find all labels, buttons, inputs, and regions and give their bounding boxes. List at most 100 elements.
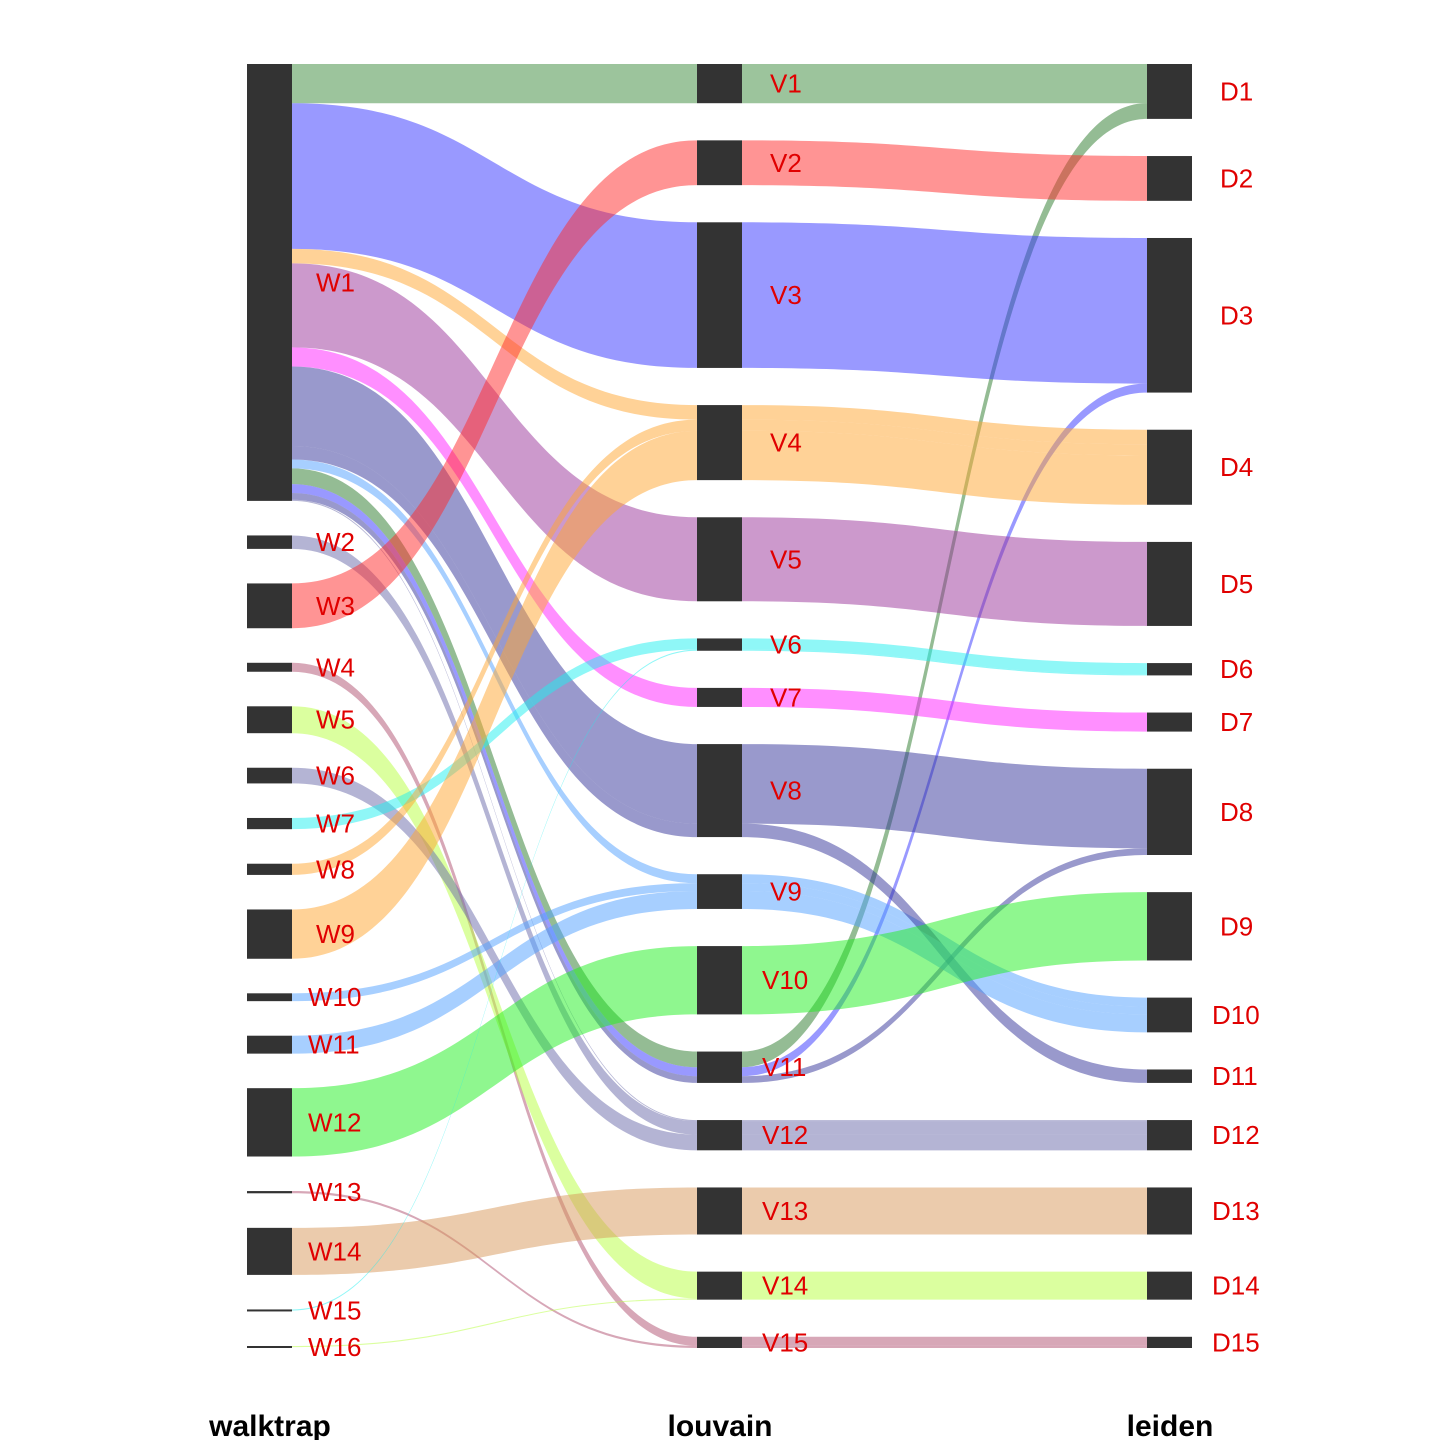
node-V2 — [697, 140, 742, 186]
node-label-D3: D3 — [1220, 300, 1253, 330]
flow-V7-D7 — [742, 687, 1147, 732]
labels-layer: W1 W2 W3 W4 W5 W6 W7 W8 W9 W10 W11 W12 W13 W14 W15 W16 V… — [308, 69, 1260, 1362]
node-D7 — [1147, 712, 1192, 732]
node-W1 — [247, 64, 292, 501]
flows-layer — [292, 64, 1147, 1348]
node-D12 — [1147, 1120, 1192, 1151]
node-label-W13: W13 — [308, 1177, 361, 1207]
node-label-D15: D15 — [1212, 1327, 1260, 1357]
flow-V4-D4 — [742, 405, 1147, 445]
flow-W1-V3 — [292, 103, 697, 368]
node-label-W1: W1 — [316, 267, 355, 297]
flow-W16-V14 — [292, 1298, 697, 1348]
node-W2 — [247, 535, 292, 549]
node-label-D13: D13 — [1212, 1196, 1260, 1226]
flow-V15-D15 — [742, 1345, 1147, 1348]
node-label-W7: W7 — [316, 809, 355, 839]
flow-W9-V4 — [292, 430, 697, 959]
node-D13 — [1147, 1187, 1192, 1235]
node-V1 — [697, 64, 742, 104]
node-label-D10: D10 — [1212, 1000, 1260, 1030]
flow-W7-V6 — [292, 638, 697, 830]
node-label-V5: V5 — [770, 544, 802, 574]
flow-W11-V9 — [292, 891, 697, 1054]
node-label-W2: W2 — [316, 527, 355, 557]
node-W14 — [247, 1227, 292, 1275]
node-W6 — [247, 767, 292, 784]
flow-W1-V11 — [292, 484, 697, 1077]
node-label-V7: V7 — [770, 682, 802, 712]
flow-V1-D1 — [742, 64, 1147, 104]
node-D14 — [1147, 1271, 1192, 1300]
node-label-D1: D1 — [1220, 76, 1253, 106]
node-label-V10: V10 — [762, 965, 808, 995]
node-label-W4: W4 — [316, 652, 355, 682]
flow-W8-V4 — [292, 419, 697, 875]
flow-V3-D3 — [742, 222, 1147, 384]
flow-V13-D13 — [742, 1187, 1147, 1235]
node-label-D2: D2 — [1220, 163, 1253, 193]
node-W4 — [247, 662, 292, 672]
node-label-W15: W15 — [308, 1295, 361, 1325]
flow-V15-D15 — [742, 1336, 1147, 1346]
flow-W1-V1 — [292, 64, 697, 104]
node-W15 — [247, 1309, 292, 1312]
node-W13 — [247, 1191, 292, 1194]
node-label-D11: D11 — [1212, 1061, 1258, 1091]
flow-V11-D3 — [742, 383, 1147, 1077]
flow-V4-D4 — [742, 419, 1147, 456]
node-V15 — [697, 1336, 742, 1348]
flow-V6-D6 — [742, 649, 1147, 676]
node-V12 — [697, 1120, 742, 1151]
node-W9 — [247, 909, 292, 959]
flow-V12-D12 — [742, 1134, 1147, 1151]
node-label-V9: V9 — [770, 877, 802, 907]
flow-W1-V11 — [292, 493, 697, 1083]
node-label-W5: W5 — [316, 705, 355, 735]
flow-W15-V6 — [292, 649, 697, 1311]
node-label-D9: D9 — [1220, 911, 1253, 941]
flow-W1-V7 — [292, 347, 697, 707]
node-V6 — [697, 638, 742, 651]
node-label-W10: W10 — [308, 982, 361, 1012]
flow-V14-D14 — [742, 1271, 1147, 1299]
node-label-V12: V12 — [762, 1120, 808, 1150]
flow-W3-V2 — [292, 140, 697, 629]
node-label-D7: D7 — [1220, 707, 1253, 737]
node-V4 — [697, 405, 742, 481]
node-D6 — [1147, 663, 1192, 676]
node-W5 — [247, 706, 292, 734]
flow-V8-D8 — [742, 744, 1147, 849]
node-label-V14: V14 — [762, 1271, 808, 1301]
node-D10 — [1147, 997, 1192, 1033]
axis-label-louvain: louvain — [667, 1410, 772, 1440]
flow-W1-V12 — [292, 499, 697, 1122]
node-D11 — [1147, 1069, 1192, 1083]
node-label-W14: W14 — [308, 1236, 361, 1266]
node-W3 — [247, 583, 292, 629]
node-label-V8: V8 — [770, 776, 802, 806]
node-label-D14: D14 — [1212, 1271, 1260, 1301]
flow-W1-V8 — [292, 366, 697, 824]
node-D5 — [1147, 541, 1192, 626]
node-label-W8: W8 — [316, 854, 355, 884]
node-label-V11: V11 — [762, 1052, 806, 1082]
flow-V12-D12 — [742, 1120, 1147, 1122]
node-V3 — [697, 222, 742, 368]
node-label-W9: W9 — [316, 919, 355, 949]
node-D4 — [1147, 429, 1192, 505]
node-V13 — [697, 1187, 742, 1235]
node-W12 — [247, 1088, 292, 1157]
nodes-layer — [247, 64, 1192, 1348]
node-V10 — [697, 946, 742, 1015]
node-D9 — [1147, 892, 1192, 961]
flow-V2-D2 — [742, 140, 1147, 201]
node-W16 — [247, 1346, 292, 1348]
node-label-V1: V1 — [770, 69, 802, 99]
node-W8 — [247, 863, 292, 875]
node-label-W6: W6 — [316, 761, 355, 791]
node-label-V2: V2 — [770, 148, 802, 178]
flow-V6-D6 — [742, 638, 1147, 675]
flow-W12-V10 — [292, 946, 697, 1157]
